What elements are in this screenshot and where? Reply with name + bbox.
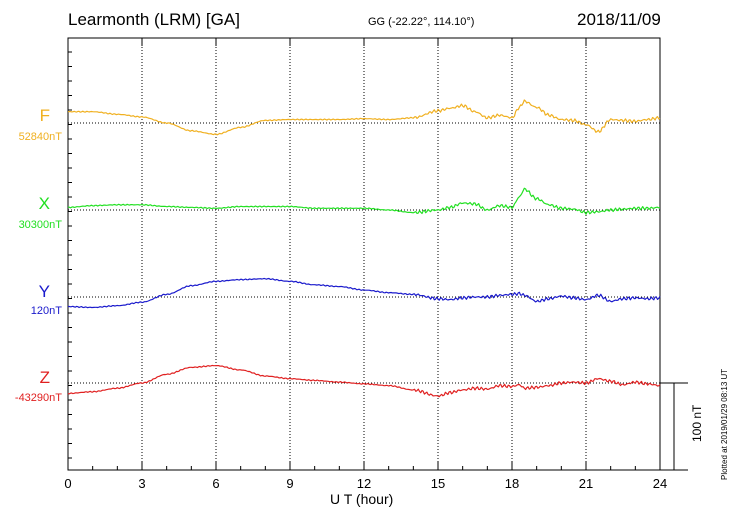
axis-ticks	[67, 38, 661, 470]
date-label: 2018/11/09	[577, 10, 661, 29]
series-label-f: F	[39, 106, 50, 125]
series-baseline-f: 52840nT	[18, 131, 62, 143]
series-baseline-y: 120nT	[30, 305, 62, 317]
series-line-x	[67, 187, 660, 215]
series-label-z: Z	[39, 368, 50, 387]
x-tick-label: 6	[212, 476, 220, 491]
x-tick-label: 0	[64, 476, 72, 491]
x-tick-label: 15	[430, 476, 446, 491]
x-tick-label: 9	[286, 476, 294, 491]
data-traces	[67, 99, 661, 398]
series-line-f	[67, 99, 661, 136]
x-tick-label: 12	[356, 476, 372, 491]
x-tick-label: 21	[578, 476, 594, 491]
plotted-timestamp: Plotted at 2019/01/29 08:13 UT	[720, 368, 729, 480]
series-line-y	[68, 277, 661, 309]
series-label-y: Y	[38, 282, 50, 301]
series-line-z	[67, 364, 661, 398]
x-tick-label: 24	[652, 476, 668, 491]
coordinates-label: GG (-22.22°, 114.10°)	[368, 16, 475, 28]
series-baseline-x: 30300nT	[18, 219, 62, 231]
x-tick-label: 3	[138, 476, 146, 491]
x-axis-label: U T (hour)	[330, 491, 394, 507]
series-baseline-z: -43290nT	[14, 392, 62, 404]
scale-bar-label: 100 nT	[690, 404, 704, 442]
station-title: Learmonth (LRM) [GA]	[68, 10, 240, 29]
scale-bar	[660, 382, 688, 471]
grid-lines	[141, 38, 587, 470]
x-tick-label: 18	[504, 476, 520, 491]
series-label-x: X	[38, 194, 50, 213]
